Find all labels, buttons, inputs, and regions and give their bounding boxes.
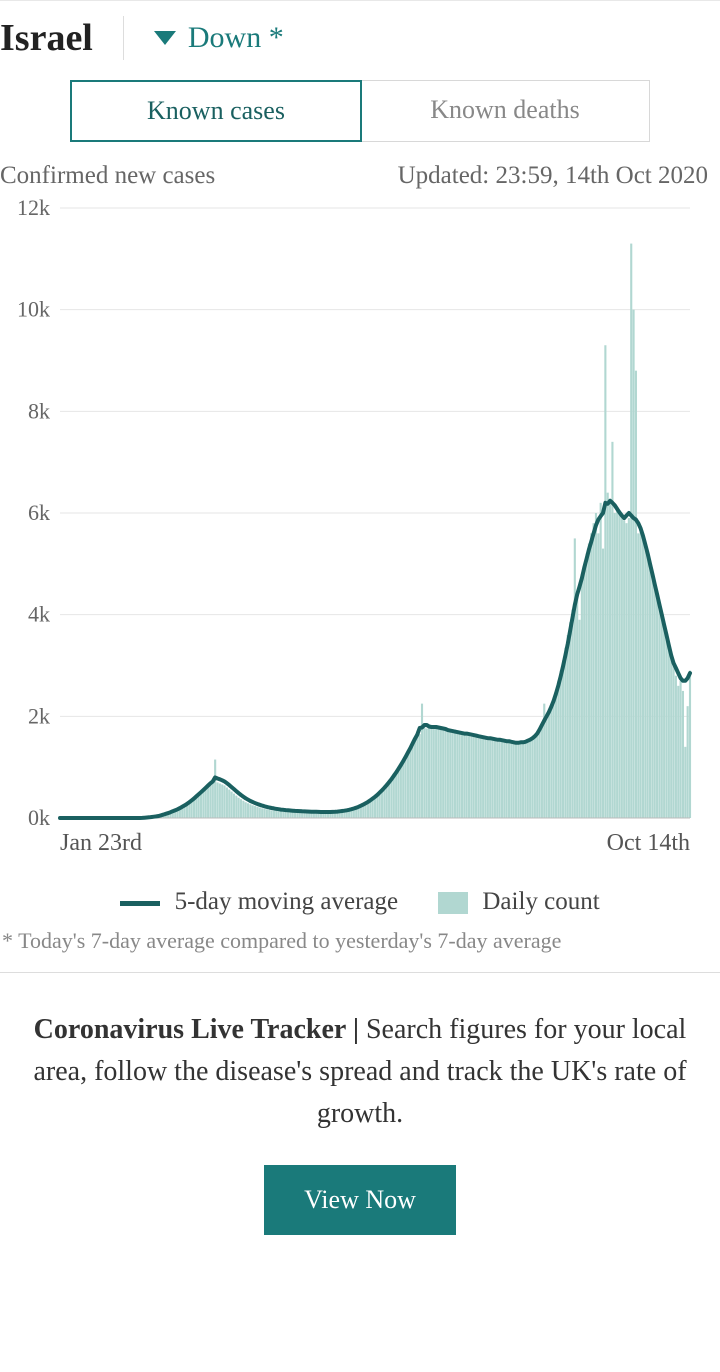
tab-known-cases[interactable]: Known cases xyxy=(70,80,362,142)
chart-subtitle: Confirmed new cases xyxy=(0,162,215,190)
chevron-down-icon xyxy=(154,21,176,55)
legend-line-swatch xyxy=(120,901,160,906)
svg-text:Oct 14th: Oct 14th xyxy=(607,830,690,856)
country-title: Israel xyxy=(0,16,124,60)
svg-text:0k: 0k xyxy=(28,805,50,830)
svg-text:12k: 12k xyxy=(17,198,50,220)
trend-indicator: Down * xyxy=(154,21,284,55)
svg-text:6k: 6k xyxy=(28,500,50,525)
tab-group: Known cases Known deaths xyxy=(70,80,650,142)
svg-text:8k: 8k xyxy=(28,398,50,423)
legend-bar-item: Daily count xyxy=(438,888,600,916)
legend-bar-label: Daily count xyxy=(482,888,599,915)
svg-text:Jan 23rd: Jan 23rd xyxy=(60,830,142,856)
updated-timestamp: Updated: 23:59, 14th Oct 2020 xyxy=(398,162,708,190)
cases-chart: 0k 2k 4k 6k 8k 10k 12k Jan 23rd Oct 14th xyxy=(0,198,720,878)
chart-legend: 5-day moving average Daily count xyxy=(0,878,720,928)
promo-bold: Coronavirus Live Tracker | xyxy=(34,1014,366,1045)
legend-bar-swatch xyxy=(438,892,468,914)
tab-known-deaths[interactable]: Known deaths xyxy=(361,81,649,141)
promo-text: Coronavirus Live Tracker | Search figure… xyxy=(30,1009,690,1135)
svg-text:4k: 4k xyxy=(28,602,50,627)
view-now-button[interactable]: View Now xyxy=(264,1165,456,1235)
svg-text:2k: 2k xyxy=(28,703,50,728)
promo-section: Coronavirus Live Tracker | Search figure… xyxy=(0,972,720,1271)
footnote: * Today's 7-day average compared to yest… xyxy=(0,928,720,972)
legend-line-label: 5-day moving average xyxy=(175,888,399,915)
legend-line-item: 5-day moving average xyxy=(120,888,398,916)
svg-text:10k: 10k xyxy=(17,297,50,322)
trend-label: Down * xyxy=(188,21,284,55)
